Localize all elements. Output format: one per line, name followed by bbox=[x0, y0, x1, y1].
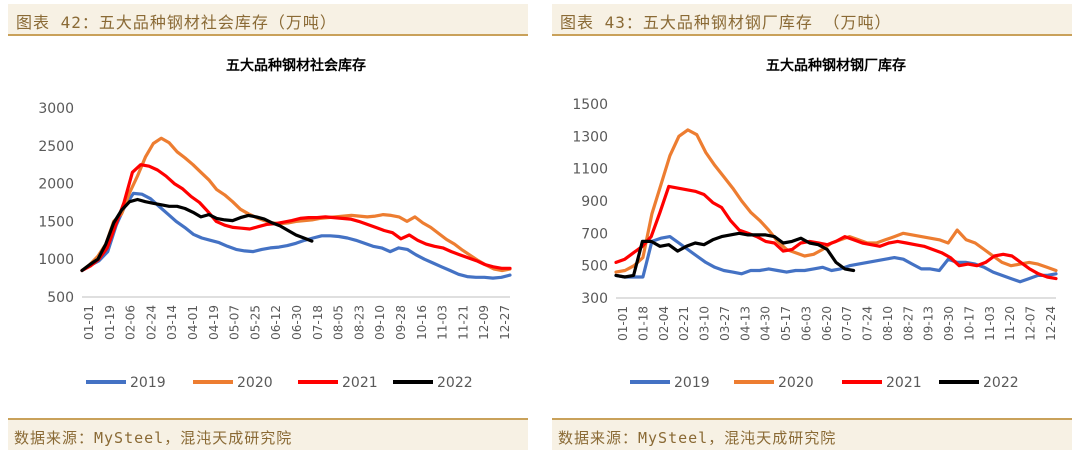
x-tick-label: 06-30 bbox=[290, 305, 304, 340]
legend-label-2020: 2020 bbox=[778, 375, 814, 391]
legend-label-2022: 2022 bbox=[437, 375, 473, 391]
legend-label-2022: 2022 bbox=[983, 375, 1019, 391]
x-tick-label: 02-24 bbox=[144, 305, 158, 340]
y-tick-label: 1300 bbox=[572, 129, 608, 145]
source-note: 数据来源：MySteel，混沌天成研究院 bbox=[558, 429, 837, 447]
x-tick-label: 04-13 bbox=[738, 306, 752, 341]
series-line-2021 bbox=[614, 184, 1058, 281]
y-tick-label: 1500 bbox=[572, 97, 608, 113]
y-tick-label: 500 bbox=[47, 290, 74, 306]
x-tick-label: 09-10 bbox=[373, 305, 387, 340]
x-tick-label: 07-07 bbox=[840, 306, 854, 341]
x-tick-label: 04-30 bbox=[759, 306, 773, 341]
x-tick-label: 03-14 bbox=[165, 305, 179, 340]
chart-title: 五大品种钢材社会库存 bbox=[226, 57, 366, 74]
x-tick-label: 01-01 bbox=[82, 305, 96, 340]
legend-label-2021: 2021 bbox=[886, 375, 922, 391]
x-tick-label: 12-24 bbox=[1044, 306, 1058, 341]
x-tick-label: 11-03 bbox=[983, 306, 997, 341]
y-tick-label: 2500 bbox=[38, 139, 74, 155]
x-tick-label: 06-20 bbox=[820, 306, 834, 341]
panel-social-inventory: 图表 42：五大品种钢材社会库存（万吨） 五大品种钢材社会库存 500 1000 15… bbox=[8, 0, 528, 450]
y-tick-label: 2000 bbox=[38, 177, 74, 193]
chart-social-inventory: 五大品种钢材社会库存 500 1000 1500 2000 2500 3000 01-01 01… bbox=[38, 57, 512, 391]
x-tick-label: 09-28 bbox=[394, 305, 408, 340]
x-tick-label: 08-27 bbox=[901, 306, 915, 341]
x-tick-label: 11-03 bbox=[436, 305, 450, 340]
series-line-2020 bbox=[80, 136, 512, 273]
x-tick-label: 08-05 bbox=[332, 305, 346, 340]
panel-mill-inventory: 图表 43：五大品种钢材钢厂库存 （万吨） 五大品种钢材钢厂库存 300 500 70… bbox=[552, 0, 1072, 450]
x-tick-label: 09-13 bbox=[922, 306, 936, 341]
y-tick-label: 3000 bbox=[38, 101, 74, 117]
panel-header: 图表 42：五大品种钢材社会库存（万吨） bbox=[8, 4, 528, 36]
x-tick-label: 04-19 bbox=[207, 305, 221, 340]
x-tick-label: 02-04 bbox=[657, 306, 671, 341]
y-tick-label: 300 bbox=[581, 291, 608, 307]
x-tick-label: 05-25 bbox=[248, 305, 262, 340]
legend-label-2019: 2019 bbox=[130, 375, 166, 391]
x-tick-label: 07-18 bbox=[311, 305, 325, 340]
series-line-2021 bbox=[80, 163, 512, 273]
x-tick-label: 12-07 bbox=[1024, 306, 1038, 341]
legend-label-2020: 2020 bbox=[237, 375, 273, 391]
panel-header: 图表 43：五大品种钢材钢厂库存 （万吨） bbox=[552, 4, 1072, 36]
x-tick-label: 03-27 bbox=[718, 306, 732, 341]
y-tick-label: 1000 bbox=[38, 252, 74, 268]
series-line-2019 bbox=[614, 235, 1058, 284]
series-line-2022 bbox=[80, 197, 314, 273]
x-tick-label: 08-10 bbox=[881, 306, 895, 341]
y-tick-label: 900 bbox=[581, 194, 608, 210]
chart-mill-inventory: 五大品种钢材钢厂库存 300 500 700 900 1100 1300 1500 01-01 0… bbox=[572, 57, 1058, 391]
x-tick-label: 01-18 bbox=[636, 306, 650, 341]
y-tick-label: 500 bbox=[581, 259, 608, 275]
chart-title: 五大品种钢材钢厂库存 bbox=[766, 57, 906, 74]
panel-footer: 数据来源：MySteel，混沌天成研究院 bbox=[8, 418, 528, 450]
y-tick-label: 1100 bbox=[572, 162, 608, 178]
legend-label-2019: 2019 bbox=[674, 375, 710, 391]
series-line-2022 bbox=[614, 231, 856, 279]
x-tick-label: 06-03 bbox=[799, 306, 813, 341]
figure-caption: 图表 43：五大品种钢材钢厂库存 （万吨） bbox=[560, 13, 892, 32]
y-tick-label: 1500 bbox=[38, 214, 74, 230]
x-tick-label: 12-09 bbox=[477, 305, 491, 340]
x-tick-label: 01-01 bbox=[616, 306, 630, 341]
figure-caption: 图表 42：五大品种钢材社会库存（万吨） bbox=[16, 13, 337, 32]
x-tick-label: 07-24 bbox=[861, 306, 875, 341]
x-tick-label: 11-21 bbox=[456, 305, 470, 340]
x-tick-label: 01-19 bbox=[103, 305, 117, 340]
x-tick-label: 10-17 bbox=[962, 306, 976, 341]
x-tick-label: 09-30 bbox=[942, 306, 956, 341]
source-note: 数据来源：MySteel，混沌天成研究院 bbox=[14, 429, 293, 447]
x-tick-label: 10-16 bbox=[415, 305, 429, 340]
x-tick-label: 08-23 bbox=[352, 305, 366, 340]
series-line-2019 bbox=[80, 191, 512, 280]
panel-footer: 数据来源：MySteel，混沌天成研究院 bbox=[552, 418, 1072, 450]
x-tick-label: 02-06 bbox=[124, 305, 138, 340]
x-tick-label: 05-17 bbox=[779, 306, 793, 341]
x-tick-label: 06-12 bbox=[269, 305, 283, 340]
x-tick-label: 12-27 bbox=[498, 305, 512, 340]
x-tick-label: 04-01 bbox=[186, 305, 200, 340]
legend-label-2021: 2021 bbox=[342, 375, 378, 391]
y-tick-label: 700 bbox=[581, 226, 608, 242]
x-tick-label: 02-21 bbox=[677, 306, 691, 341]
x-tick-label: 05-07 bbox=[228, 305, 242, 340]
series-line-2020 bbox=[614, 128, 1058, 274]
x-tick-label: 03-10 bbox=[698, 306, 712, 341]
x-tick-label: 11-20 bbox=[1003, 306, 1017, 341]
